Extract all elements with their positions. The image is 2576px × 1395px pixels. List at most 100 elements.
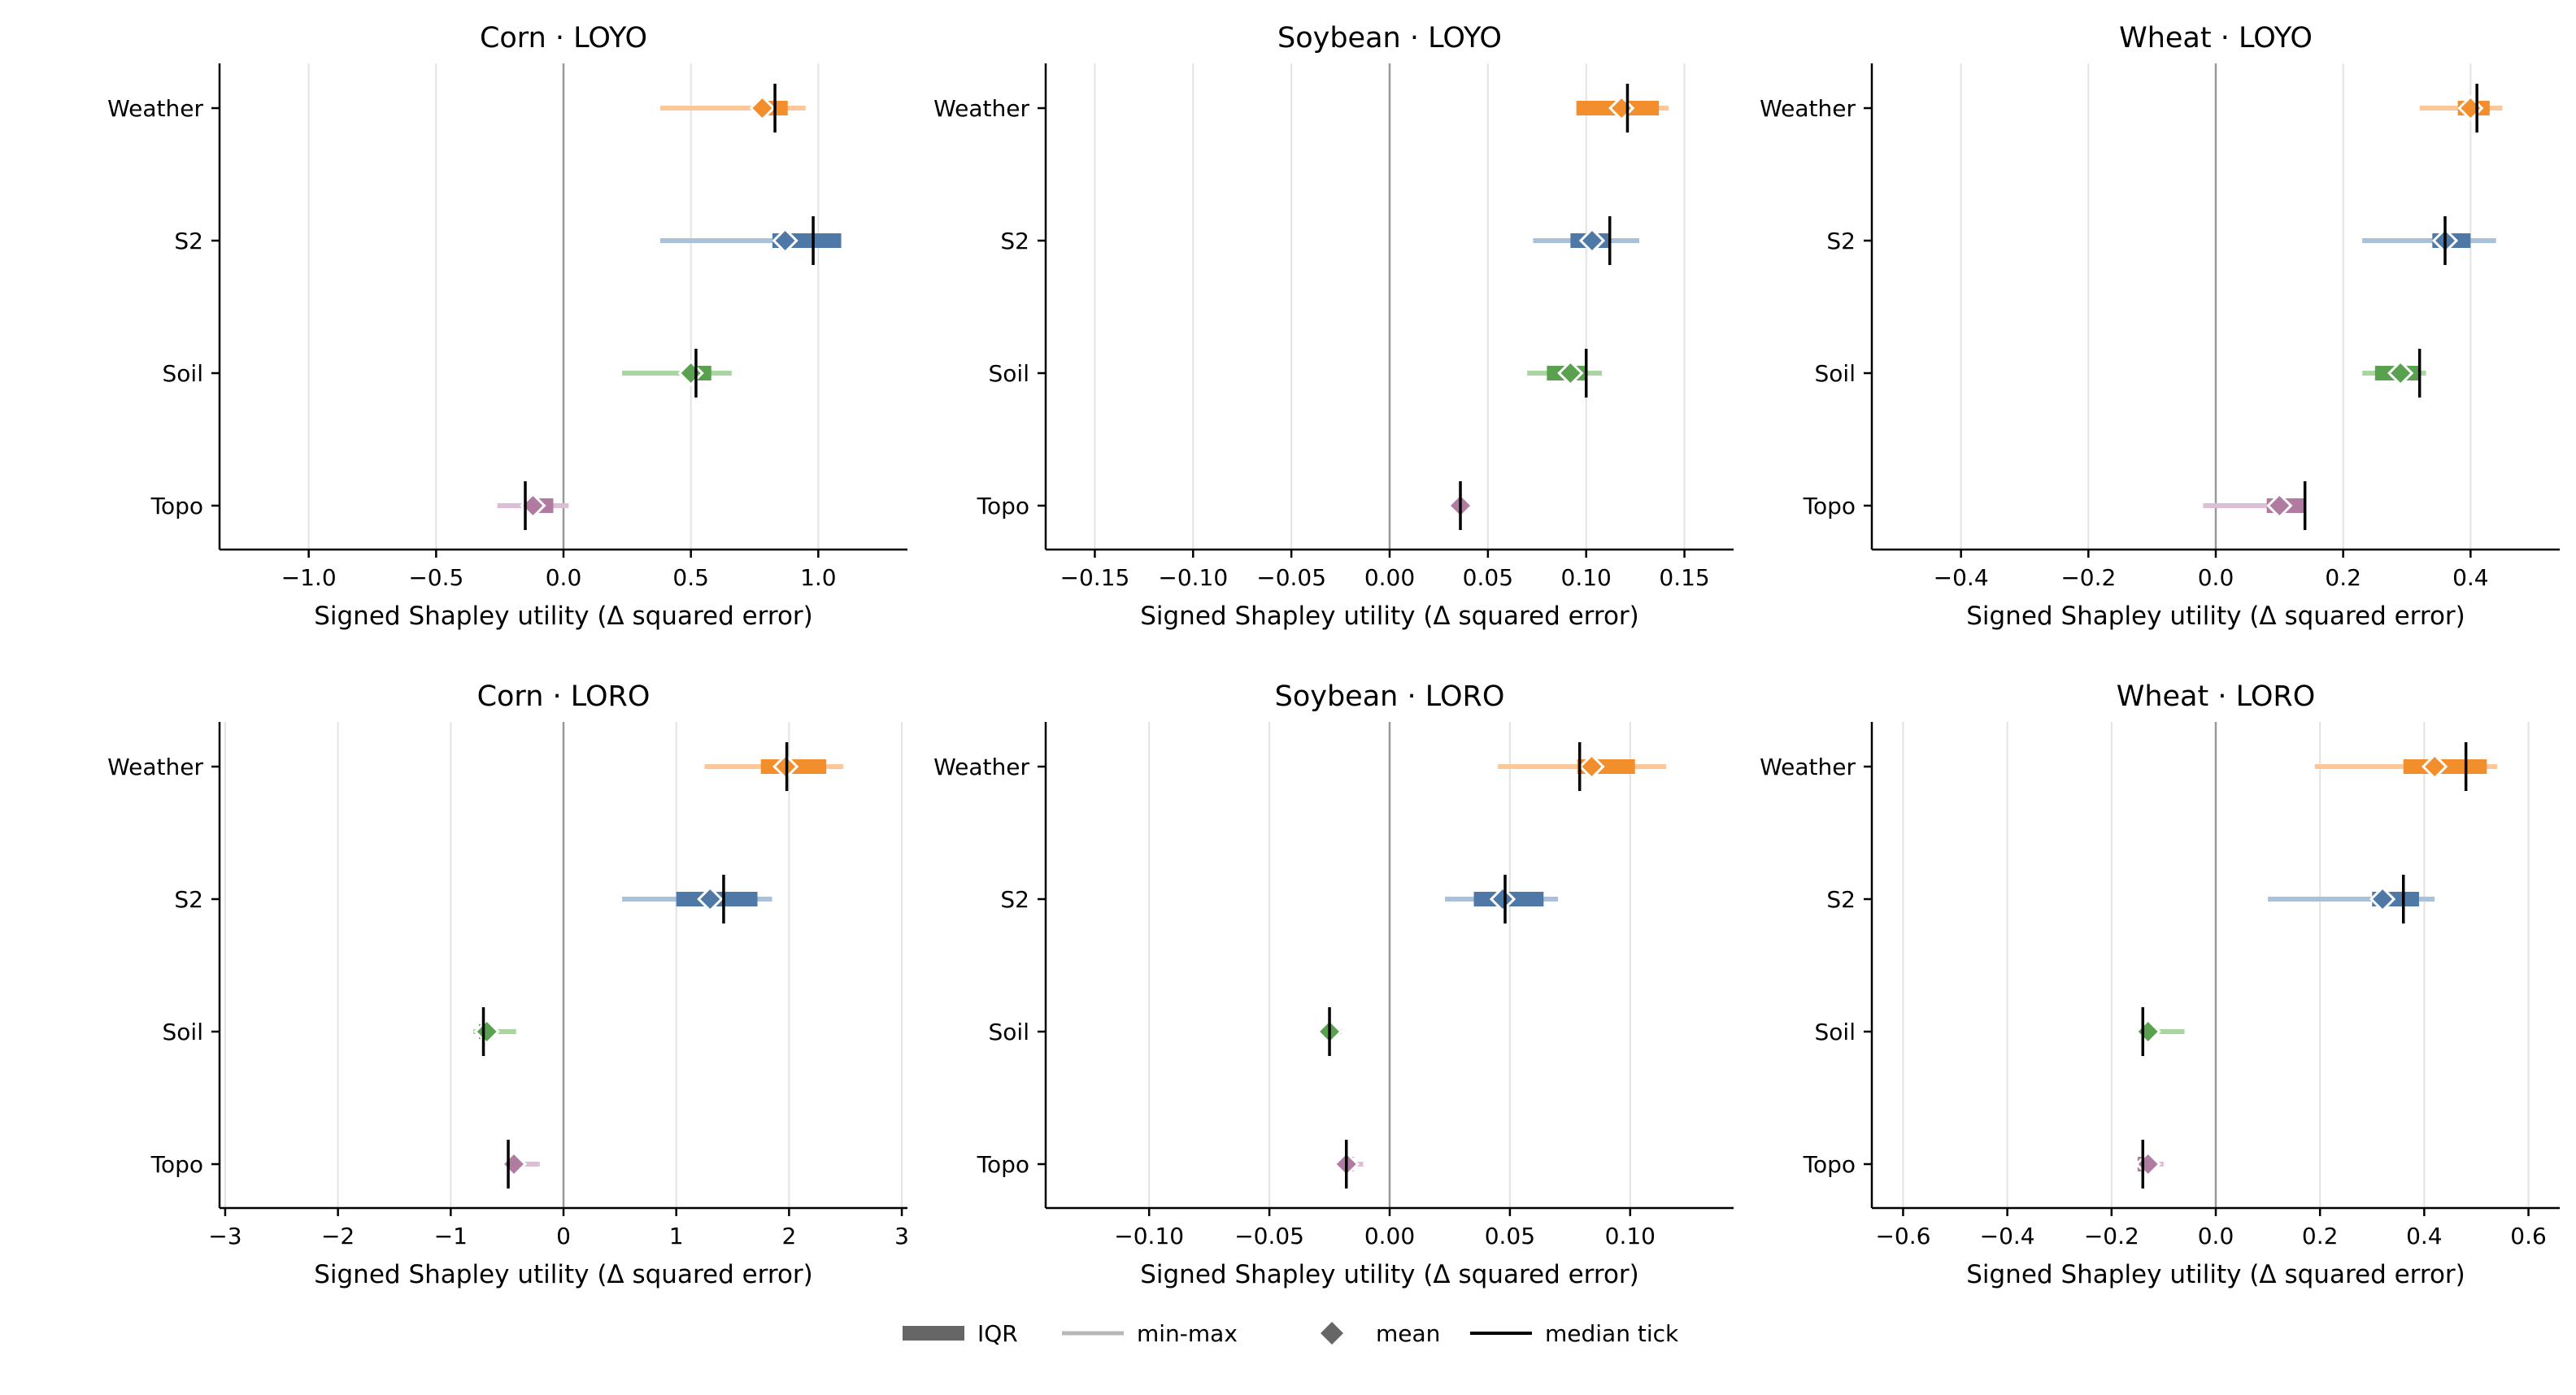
- mean-marker: [473, 1018, 500, 1045]
- x-tick-label: 0.05: [1485, 1223, 1535, 1249]
- row-s2: S2: [174, 216, 842, 265]
- x-tick-label: 0.6: [2510, 1223, 2547, 1249]
- panel-title: Wheat · LORO: [2117, 680, 2316, 713]
- x-tick-label: 0: [556, 1223, 571, 1249]
- x-axis-label: Signed Shapley utility (Δ squared error): [1140, 1260, 1639, 1289]
- x-tick-label: 0.00: [1364, 1223, 1415, 1249]
- row-s2: S2: [1000, 875, 1559, 923]
- x-tick-label: −1.0: [281, 564, 337, 591]
- y-tick-label: Topo: [977, 493, 1029, 519]
- y-tick-label: Topo: [1803, 1151, 1856, 1178]
- legend-label: median tick: [1545, 1320, 1679, 1347]
- row-topo: Topo: [1803, 481, 2307, 530]
- y-tick-label: Weather: [933, 95, 1029, 122]
- row-s2: S2: [1826, 875, 2435, 923]
- row-soil: Soil: [989, 1007, 1343, 1056]
- chart-panels: −1.0 −0.5 0.0 0.5 1.0 Corn · LOYO Signed Shapl…: [107, 22, 2560, 1289]
- mean-marker: [697, 885, 724, 913]
- x-tick-label: −0.05: [1234, 1223, 1304, 1249]
- row-topo: Topo: [1803, 1140, 2164, 1189]
- x-axis-label: Signed Shapley utility (Δ squared error): [1140, 602, 1639, 631]
- row-weather: Weather: [107, 84, 806, 133]
- x-tick-label: 0.15: [1659, 564, 1709, 591]
- panel-wheat-loyo: −0.4 −0.2 0.0 0.2 0.4 Wheat · LOYO Signed Shap…: [1760, 22, 2560, 631]
- row-soil: Soil: [163, 349, 732, 398]
- y-tick-label: S2: [1826, 228, 1856, 254]
- row-weather: Weather: [107, 742, 843, 791]
- panel-soybean-loro: −0.10 −0.05 0.00 0.05 0.10 Soybean · LORO Sign…: [933, 680, 1734, 1289]
- x-axis-label: Signed Shapley utility (Δ squared error): [314, 1260, 813, 1289]
- y-tick-label: Topo: [977, 1151, 1029, 1178]
- x-tick-label: −0.4: [1934, 564, 1989, 591]
- y-tick-label: S2: [1000, 228, 1029, 254]
- legend-label: mean: [1376, 1320, 1440, 1347]
- mean-marker: [749, 94, 776, 122]
- x-tick-label: 0.2: [2325, 564, 2361, 591]
- row-soil: Soil: [1815, 349, 2426, 398]
- row-s2: S2: [174, 875, 772, 923]
- legend-item-minmax: min-max: [1062, 1320, 1238, 1347]
- y-tick-label: Soil: [989, 360, 1029, 387]
- row-s2: S2: [1826, 216, 2496, 265]
- row-weather: Weather: [933, 742, 1667, 791]
- row-soil: Soil: [989, 349, 1603, 398]
- panel-corn-loyo: −1.0 −0.5 0.0 0.5 1.0 Corn · LOYO Signed Shapl…: [107, 22, 907, 631]
- x-axis-label: Signed Shapley utility (Δ squared error): [1966, 602, 2465, 631]
- x-tick-label: 0.5: [672, 564, 709, 591]
- legend-iqr-swatch: [903, 1326, 964, 1341]
- mean-marker: [1557, 359, 1584, 387]
- x-tick-label: −3: [208, 1223, 242, 1249]
- x-tick-label: 1.0: [800, 564, 837, 591]
- x-tick-label: 0.2: [2302, 1223, 2339, 1249]
- row-topo: Topo: [977, 1140, 1364, 1189]
- y-tick-label: Topo: [1803, 493, 1856, 519]
- row-s2: S2: [1000, 216, 1639, 265]
- x-axis-label: Signed Shapley utility (Δ squared error): [1966, 1260, 2465, 1289]
- y-tick-label: Weather: [107, 95, 203, 122]
- legend-item-median: median tick: [1470, 1320, 1679, 1347]
- x-tick-label: 0.0: [546, 564, 582, 591]
- x-tick-label: 0.0: [2198, 1223, 2234, 1249]
- panel-title: Corn · LORO: [477, 680, 651, 713]
- row-soil: Soil: [1815, 1007, 2185, 1056]
- y-tick-label: Soil: [1815, 360, 1856, 387]
- x-tick-label: 0.4: [2452, 564, 2489, 591]
- x-tick-label: −0.2: [2084, 1223, 2139, 1249]
- mean-marker: [772, 227, 798, 254]
- x-tick-label: 0.0: [2198, 564, 2234, 591]
- x-tick-label: 0.10: [1561, 564, 1612, 591]
- x-tick-label: −0.6: [1875, 1223, 1930, 1249]
- legend-label: IQR: [977, 1320, 1018, 1347]
- panel-title: Corn · LOYO: [480, 22, 647, 54]
- y-tick-label: Topo: [150, 493, 203, 519]
- legend-item-mean: mean: [1321, 1320, 1440, 1347]
- x-tick-label: 0.4: [2406, 1223, 2443, 1249]
- y-tick-label: Topo: [150, 1151, 203, 1178]
- x-tick-label: 1: [669, 1223, 684, 1249]
- x-tick-label: 0.05: [1463, 564, 1513, 591]
- y-tick-label: Soil: [163, 1019, 203, 1045]
- row-weather: Weather: [1760, 84, 2503, 133]
- x-tick-label: −0.5: [408, 564, 463, 591]
- legend: IQR min-max mean median tick: [903, 1320, 1679, 1347]
- x-tick-label: 0.10: [1605, 1223, 1656, 1249]
- x-tick-label: −2: [321, 1223, 355, 1249]
- x-tick-label: −0.10: [1158, 564, 1228, 591]
- y-tick-label: Weather: [1760, 754, 1856, 780]
- x-axis-label: Signed Shapley utility (Δ squared error): [314, 602, 813, 631]
- y-tick-label: Weather: [107, 754, 203, 780]
- x-tick-label: 3: [894, 1223, 909, 1249]
- mean-marker: [1489, 885, 1516, 913]
- y-tick-label: Soil: [1815, 1019, 1856, 1045]
- mean-marker: [2387, 359, 2414, 387]
- row-weather: Weather: [1760, 742, 2498, 791]
- mean-marker: [1578, 753, 1605, 780]
- row-soil: Soil: [163, 1007, 516, 1056]
- panel-corn-loro: −3 −2 −1 0 1 2 3 Corn · LORO Signed Shapley util…: [107, 680, 909, 1289]
- x-tick-label: −0.4: [1980, 1223, 2035, 1249]
- x-tick-label: −0.05: [1256, 564, 1326, 591]
- row-weather: Weather: [933, 84, 1669, 133]
- legend-item-iqr: IQR: [903, 1320, 1018, 1347]
- panel-title: Soybean · LORO: [1275, 680, 1505, 713]
